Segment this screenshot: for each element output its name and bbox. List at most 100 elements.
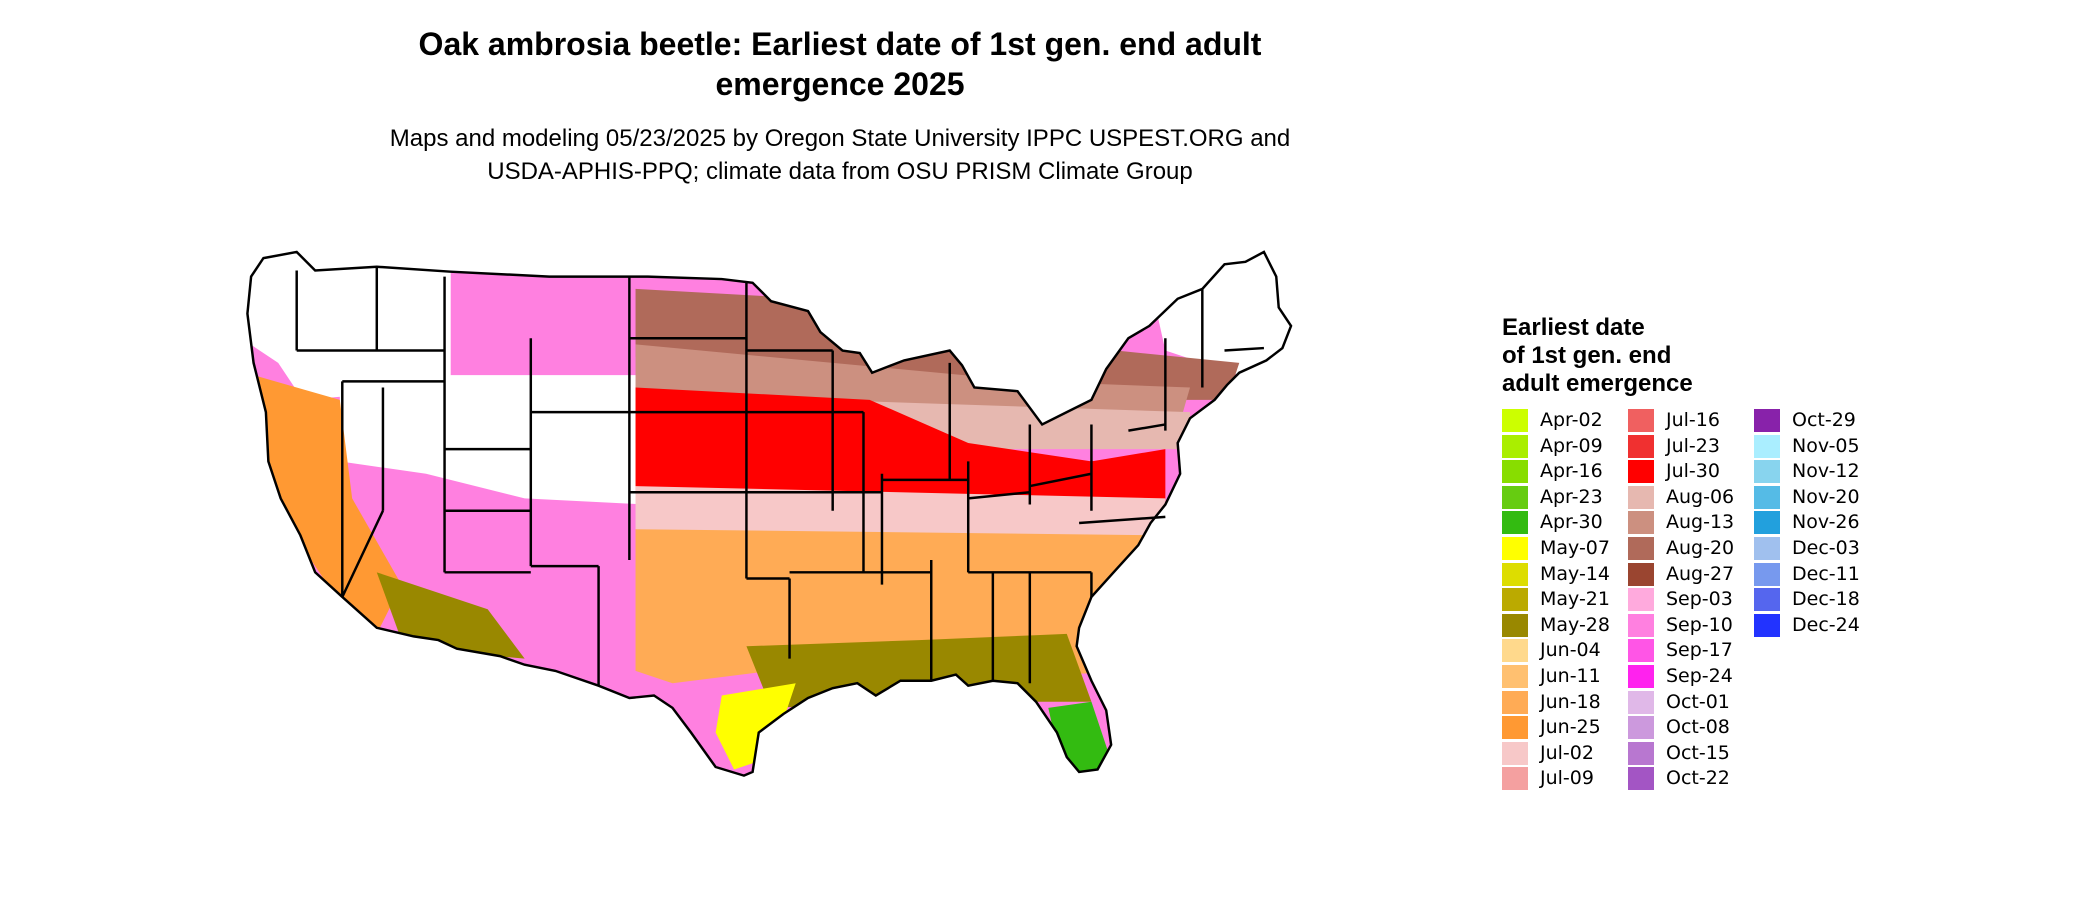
legend-label: Oct-01 [1666,690,1730,713]
legend-label: Apr-16 [1540,460,1603,483]
legend-swatch [1502,741,1528,765]
legend-label: Jun-18 [1540,690,1601,713]
legend-label: Apr-09 [1540,434,1603,457]
legend-label: Jul-16 [1666,409,1720,431]
legend-label: Dec-03 [1792,536,1860,559]
legend-label: Jul-09 [1540,767,1594,790]
legend-label: Jul-02 [1540,741,1594,764]
map-regions [247,251,1292,776]
legend-label: Sep-24 [1666,664,1733,687]
legend-swatch [1502,664,1528,688]
legend-label: Apr-02 [1540,409,1603,431]
legend-swatch [1628,664,1654,688]
legend-label: Apr-23 [1540,485,1603,508]
legend-label: Aug-27 [1666,562,1735,585]
legend-swatch [1754,588,1780,612]
legend-label: Jul-30 [1666,460,1720,483]
subtitle-line-2: USDA-APHIS-PPQ; climate data from OSU PR… [487,158,1193,185]
legend-label: Nov-20 [1792,485,1860,508]
legend-label: Jul-23 [1666,434,1720,457]
map-subtitle: Maps and modeling 05/23/2025 by Oregon S… [280,122,1400,188]
legend-swatch [1754,460,1780,484]
legend-swatch [1502,409,1528,432]
legend-swatch [1628,639,1654,663]
state-borders [246,250,1293,777]
legend-title-line-1: Earliest date [1502,314,1645,341]
legend-label: Oct-15 [1666,741,1730,764]
legend-swatch [1754,536,1780,560]
legend-swatch [1502,716,1528,740]
legend-label: Aug-06 [1666,485,1735,508]
legend-label: May-14 [1540,562,1610,585]
legend-label: May-28 [1540,613,1610,636]
map-zone-south-texas [715,683,796,770]
legend-swatch [1502,613,1528,637]
legend-swatch [1502,460,1528,484]
legend-label: Oct-22 [1666,767,1730,790]
map-zone-california-valley [253,375,402,634]
legend-swatch [1502,536,1528,560]
legend-label: Aug-13 [1666,511,1735,534]
legend-title: Earliest date of 1st gen. end adult emer… [1502,314,1693,398]
map-zone-pacific-northwest-high [247,251,451,400]
title-line-2: emergence 2025 [715,66,965,102]
legend-swatch [1754,613,1780,637]
legend-label: Apr-30 [1540,511,1603,534]
title-line-1: Oak ambrosia beetle: Earliest date of 1s… [418,26,1262,62]
legend-swatch [1502,588,1528,612]
legend-swatch [1628,588,1654,612]
legend-title-line-3: adult emergence [1502,370,1693,397]
legend-title-line-2: of 1st gen. end [1502,342,1672,369]
subtitle-line-1: Maps and modeling 05/23/2025 by Oregon S… [389,125,1291,152]
legend-swatch [1628,741,1654,765]
legend-swatch [1628,690,1654,714]
legend-swatch [1502,767,1528,791]
legend-label: Sep-03 [1666,588,1733,611]
legend-swatch [1754,409,1780,432]
legend-label: Jun-25 [1540,716,1601,739]
map-zone-central-red-band [635,387,1166,511]
legend-swatch [1502,511,1528,535]
legend-label: Jun-11 [1540,664,1601,687]
legend-swatch [1502,690,1528,714]
legend-label: Nov-12 [1792,460,1860,483]
legend-label: May-07 [1540,536,1610,559]
legend-swatch [1628,485,1654,509]
legend-swatch [1628,613,1654,637]
legend-swatch [1628,460,1654,484]
legend-swatch [1628,409,1654,432]
legend-swatch [1754,485,1780,509]
legend-label: Dec-18 [1792,588,1860,611]
legend-swatch [1628,767,1654,791]
legend-swatch [1628,434,1654,458]
legend-swatch [1502,434,1528,458]
map-zone-great-lakes-north [918,251,1080,363]
legend-label: Dec-11 [1792,562,1860,585]
map-zone-northern-rockies [339,375,648,505]
state-lines [295,266,1265,686]
legend-swatch [1754,562,1780,586]
legend-label: Nov-05 [1792,434,1860,457]
map-zone-gulf-coast [746,633,1092,708]
legend-swatch [1502,639,1528,663]
legend-label: Sep-10 [1666,613,1733,636]
legend-label: Sep-17 [1666,639,1733,662]
legend-label: Dec-24 [1792,613,1860,636]
legend-label: Jun-04 [1540,639,1601,662]
legend-label: Aug-20 [1666,536,1735,559]
legend-label: Oct-08 [1666,716,1730,739]
legend-swatch [1628,562,1654,586]
legend-swatch [1628,511,1654,535]
legend-swatch [1754,434,1780,458]
us-map [246,250,1293,777]
map-title: Oak ambrosia beetle: Earliest date of 1s… [320,24,1360,104]
legend-label: Nov-26 [1792,511,1860,534]
legend-swatch [1628,716,1654,740]
legend-label: May-21 [1540,588,1610,611]
legend-label: Oct-29 [1792,409,1856,431]
legend-swatch [1754,511,1780,535]
legend-swatch [1502,485,1528,509]
legend-swatch [1502,562,1528,586]
legend-swatch [1628,536,1654,560]
